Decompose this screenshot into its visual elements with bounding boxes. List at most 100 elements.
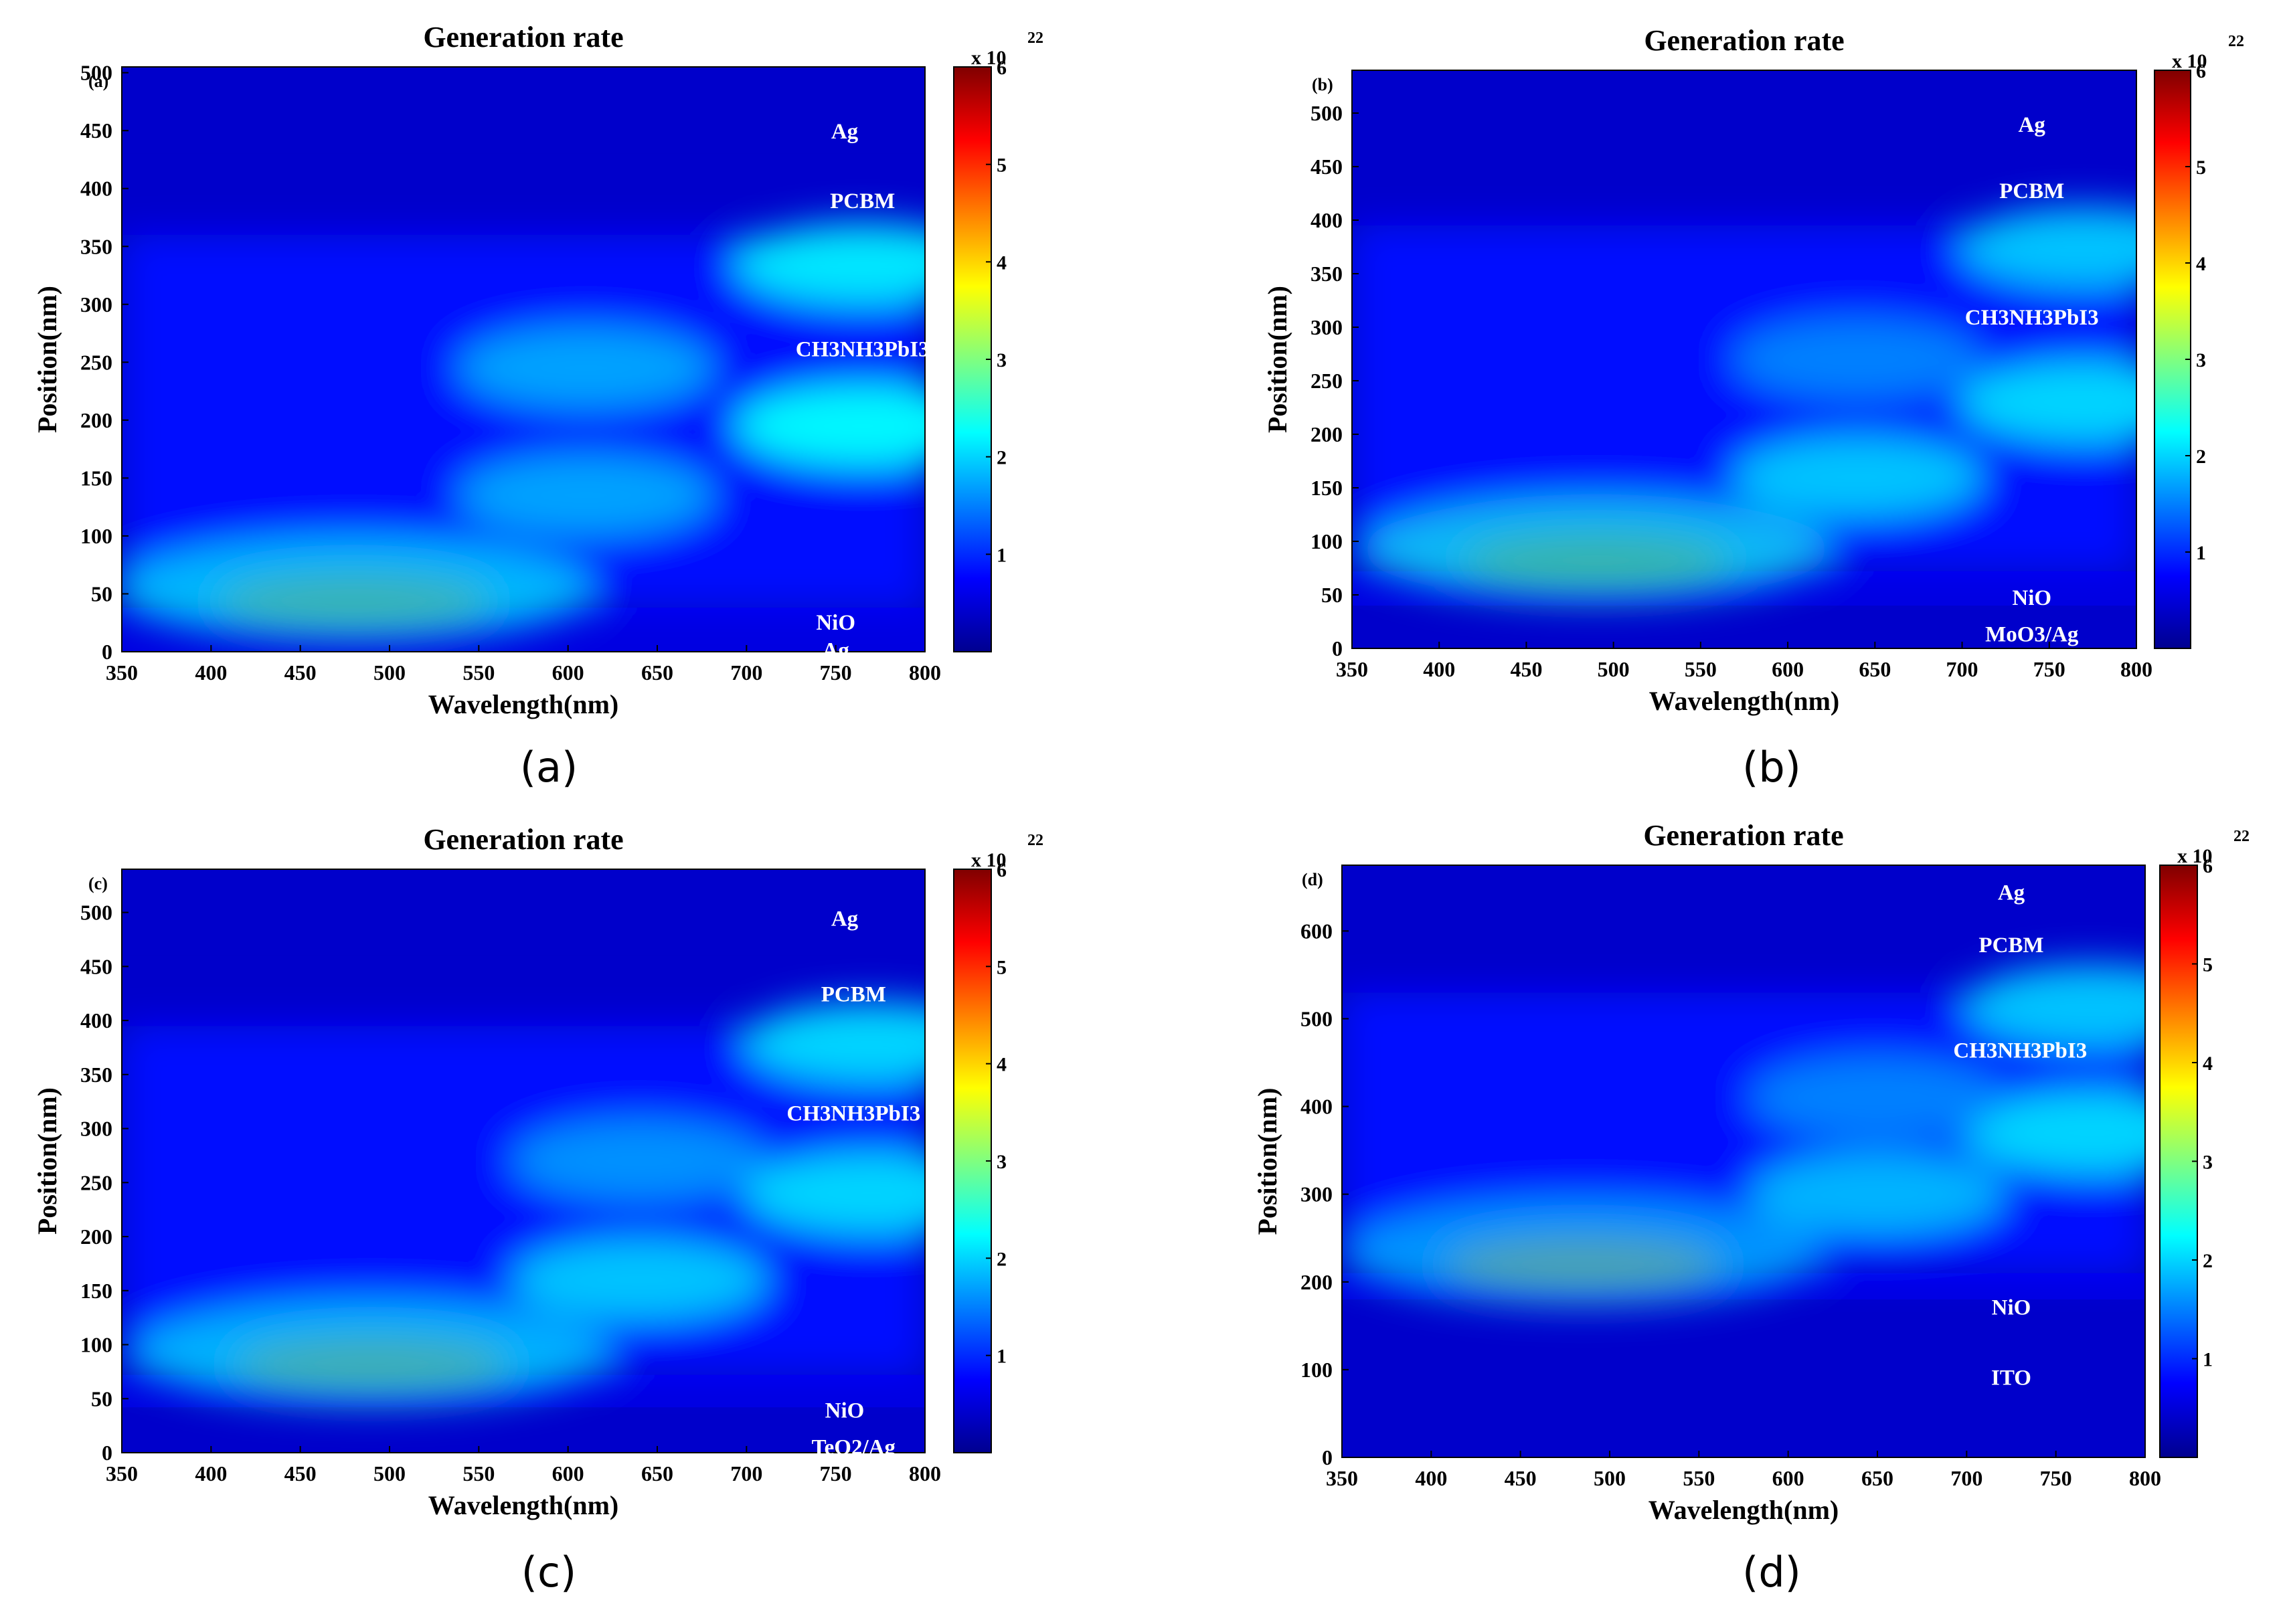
y-tick-label: 350 <box>80 234 112 258</box>
x-tick-label: 600 <box>552 660 584 685</box>
generation-hotspot <box>511 1119 768 1202</box>
layer-label: NiO <box>1992 1295 2031 1320</box>
y-tick-label: 500 <box>80 901 112 925</box>
heatmap-field <box>1342 865 2145 1457</box>
colorbar-tick-label: 5 <box>2203 954 2213 976</box>
y-tick-label: 200 <box>80 408 112 432</box>
colorbar-tick-label: 1 <box>2196 542 2206 564</box>
layer-band <box>1342 1299 2145 1457</box>
colorbar-tick-label: 3 <box>2203 1152 2213 1174</box>
panel-b: 350 400 450 500 550 600 650 700 750 800 0 50 100 150 2… <box>1142 0 2285 812</box>
x-tick-label: 600 <box>1772 1466 1804 1490</box>
colorbar-tick-label: 3 <box>997 349 1007 371</box>
panel-c: 350 400 450 500 550 600 650 700 750 800 0 50 100 150 2… <box>0 812 1142 1623</box>
panel-letter: (d) <box>1302 870 1323 889</box>
colorbar <box>2154 70 2191 649</box>
y-axis-label: Position(nm) <box>32 1087 62 1235</box>
generation-hotspot-halo <box>1361 497 1832 602</box>
axes-box <box>1341 865 2146 1458</box>
chart-title: Generation rate <box>1643 819 1843 852</box>
layer-label: PCBM <box>1978 933 2043 958</box>
y-tick-label: 50 <box>91 1386 112 1411</box>
x-tick-label: 800 <box>909 660 941 685</box>
y-tick-label: 50 <box>1321 583 1343 607</box>
x-tick-label: 800 <box>2129 1466 2161 1490</box>
colorbar-exponent: 22 <box>1027 832 1043 849</box>
y-tick-label: 500 <box>1310 101 1343 125</box>
heatmap-chart-a: 350 400 450 500 550 600 650 700 750 800 0 50 100 150 2… <box>32 21 1043 719</box>
y-tick-label: 150 <box>1310 476 1343 500</box>
absorber-layer <box>122 223 925 642</box>
layer-label: MoO3/Ag <box>1985 623 2079 647</box>
layer-label: CH3NH3PbI3 <box>786 1101 920 1125</box>
generation-hotspot <box>1963 1091 2145 1174</box>
layer-band <box>122 153 925 235</box>
layer-band <box>1352 606 2136 648</box>
absorber-layer <box>1352 206 2136 602</box>
heatmap-chart-d: 350 400 450 500 550 600 650 700 750 800 0 100 200 300… <box>1252 819 2250 1525</box>
y-tick-label: 0 <box>1322 1445 1333 1469</box>
generation-hotspot <box>1963 964 2145 1047</box>
x-tick-label: 550 <box>462 1461 495 1485</box>
colorbar-tick-label: 4 <box>2203 1053 2213 1075</box>
y-tick-label: 350 <box>80 1063 112 1087</box>
colorbar-tick-label: 6 <box>2196 60 2206 82</box>
y-tick-label: 200 <box>80 1225 112 1249</box>
colorbar-tick-label: 5 <box>2196 157 2206 179</box>
x-tick-label: 700 <box>730 660 762 685</box>
colorbar <box>953 869 992 1453</box>
axes-box <box>1351 70 2137 649</box>
y-axis-label: Position(nm) <box>1262 286 1292 433</box>
layer-label: PCBM <box>1999 179 2064 203</box>
y-tick-label: 450 <box>80 118 112 143</box>
x-tick-label: 550 <box>1683 1466 1715 1490</box>
generation-hotspot <box>743 1152 925 1235</box>
x-tick-label: 350 <box>106 1461 138 1485</box>
y-tick-label: 400 <box>80 177 112 201</box>
colorbar-tick-label: 2 <box>997 1248 1007 1270</box>
colorbar-tick-label: 6 <box>997 859 1007 881</box>
layer-label: Ag <box>822 639 849 663</box>
layer-label: PCBM <box>821 983 886 1007</box>
colorbar-tick-label: 4 <box>997 1054 1007 1076</box>
panel-d: 350 400 450 500 550 600 650 700 750 800 0 100 200 300… <box>1142 812 2285 1623</box>
layer-label: NiO <box>825 1399 865 1423</box>
generation-hotspot <box>1731 319 1983 400</box>
colorbar-tick-label: 2 <box>997 447 1007 469</box>
layer-band <box>1342 865 2145 931</box>
x-axis-label: Wavelength(nm) <box>1648 1495 1839 1525</box>
y-tick-label: 100 <box>80 1333 112 1357</box>
layer-band <box>122 1407 925 1453</box>
layer-label: CH3NH3PbI3 <box>1965 306 2099 330</box>
absorber-layer <box>1342 964 2145 1306</box>
x-tick-label: 350 <box>106 660 138 685</box>
generation-hotspot <box>1731 436 1983 518</box>
x-tick-label: 800 <box>909 1461 941 1485</box>
x-tick-label: 450 <box>1505 1466 1537 1490</box>
colorbar-tick-label: 1 <box>997 1346 1007 1368</box>
layer-band <box>122 67 925 154</box>
x-tick-label: 350 <box>1326 1466 1358 1490</box>
layer-label: CH3NH3PbI3 <box>796 338 930 362</box>
y-tick-label: 100 <box>1310 529 1343 553</box>
panel-letter: (a) <box>88 72 108 91</box>
y-tick-label: 250 <box>1310 369 1343 393</box>
y-tick-label: 500 <box>80 61 112 85</box>
colorbar-tick-label: 6 <box>2203 855 2213 877</box>
x-tick-label: 650 <box>641 660 673 685</box>
y-tick-label: 300 <box>1310 315 1343 339</box>
x-tick-label: 700 <box>1950 1466 1982 1490</box>
heatmap-chart-b: 350 400 450 500 550 600 650 700 750 800 0 50 100 150 2… <box>1262 24 2244 716</box>
y-tick-label: 450 <box>1310 155 1343 179</box>
x-tick-label: 750 <box>2040 1466 2072 1490</box>
layer-label: NiO <box>816 611 855 635</box>
generation-hotspot <box>1749 1056 2006 1140</box>
generation-hotspot <box>1749 1152 2006 1236</box>
layer-label: NiO <box>2012 586 2051 610</box>
caption-b: (b) <box>1742 743 1801 792</box>
y-tick-label: 300 <box>1300 1182 1333 1206</box>
chart-title: Generation rate <box>423 21 623 54</box>
colorbar-exponent: 22 <box>2233 828 2250 845</box>
y-tick-label: 200 <box>1300 1270 1333 1294</box>
layer-band <box>1352 156 2136 225</box>
